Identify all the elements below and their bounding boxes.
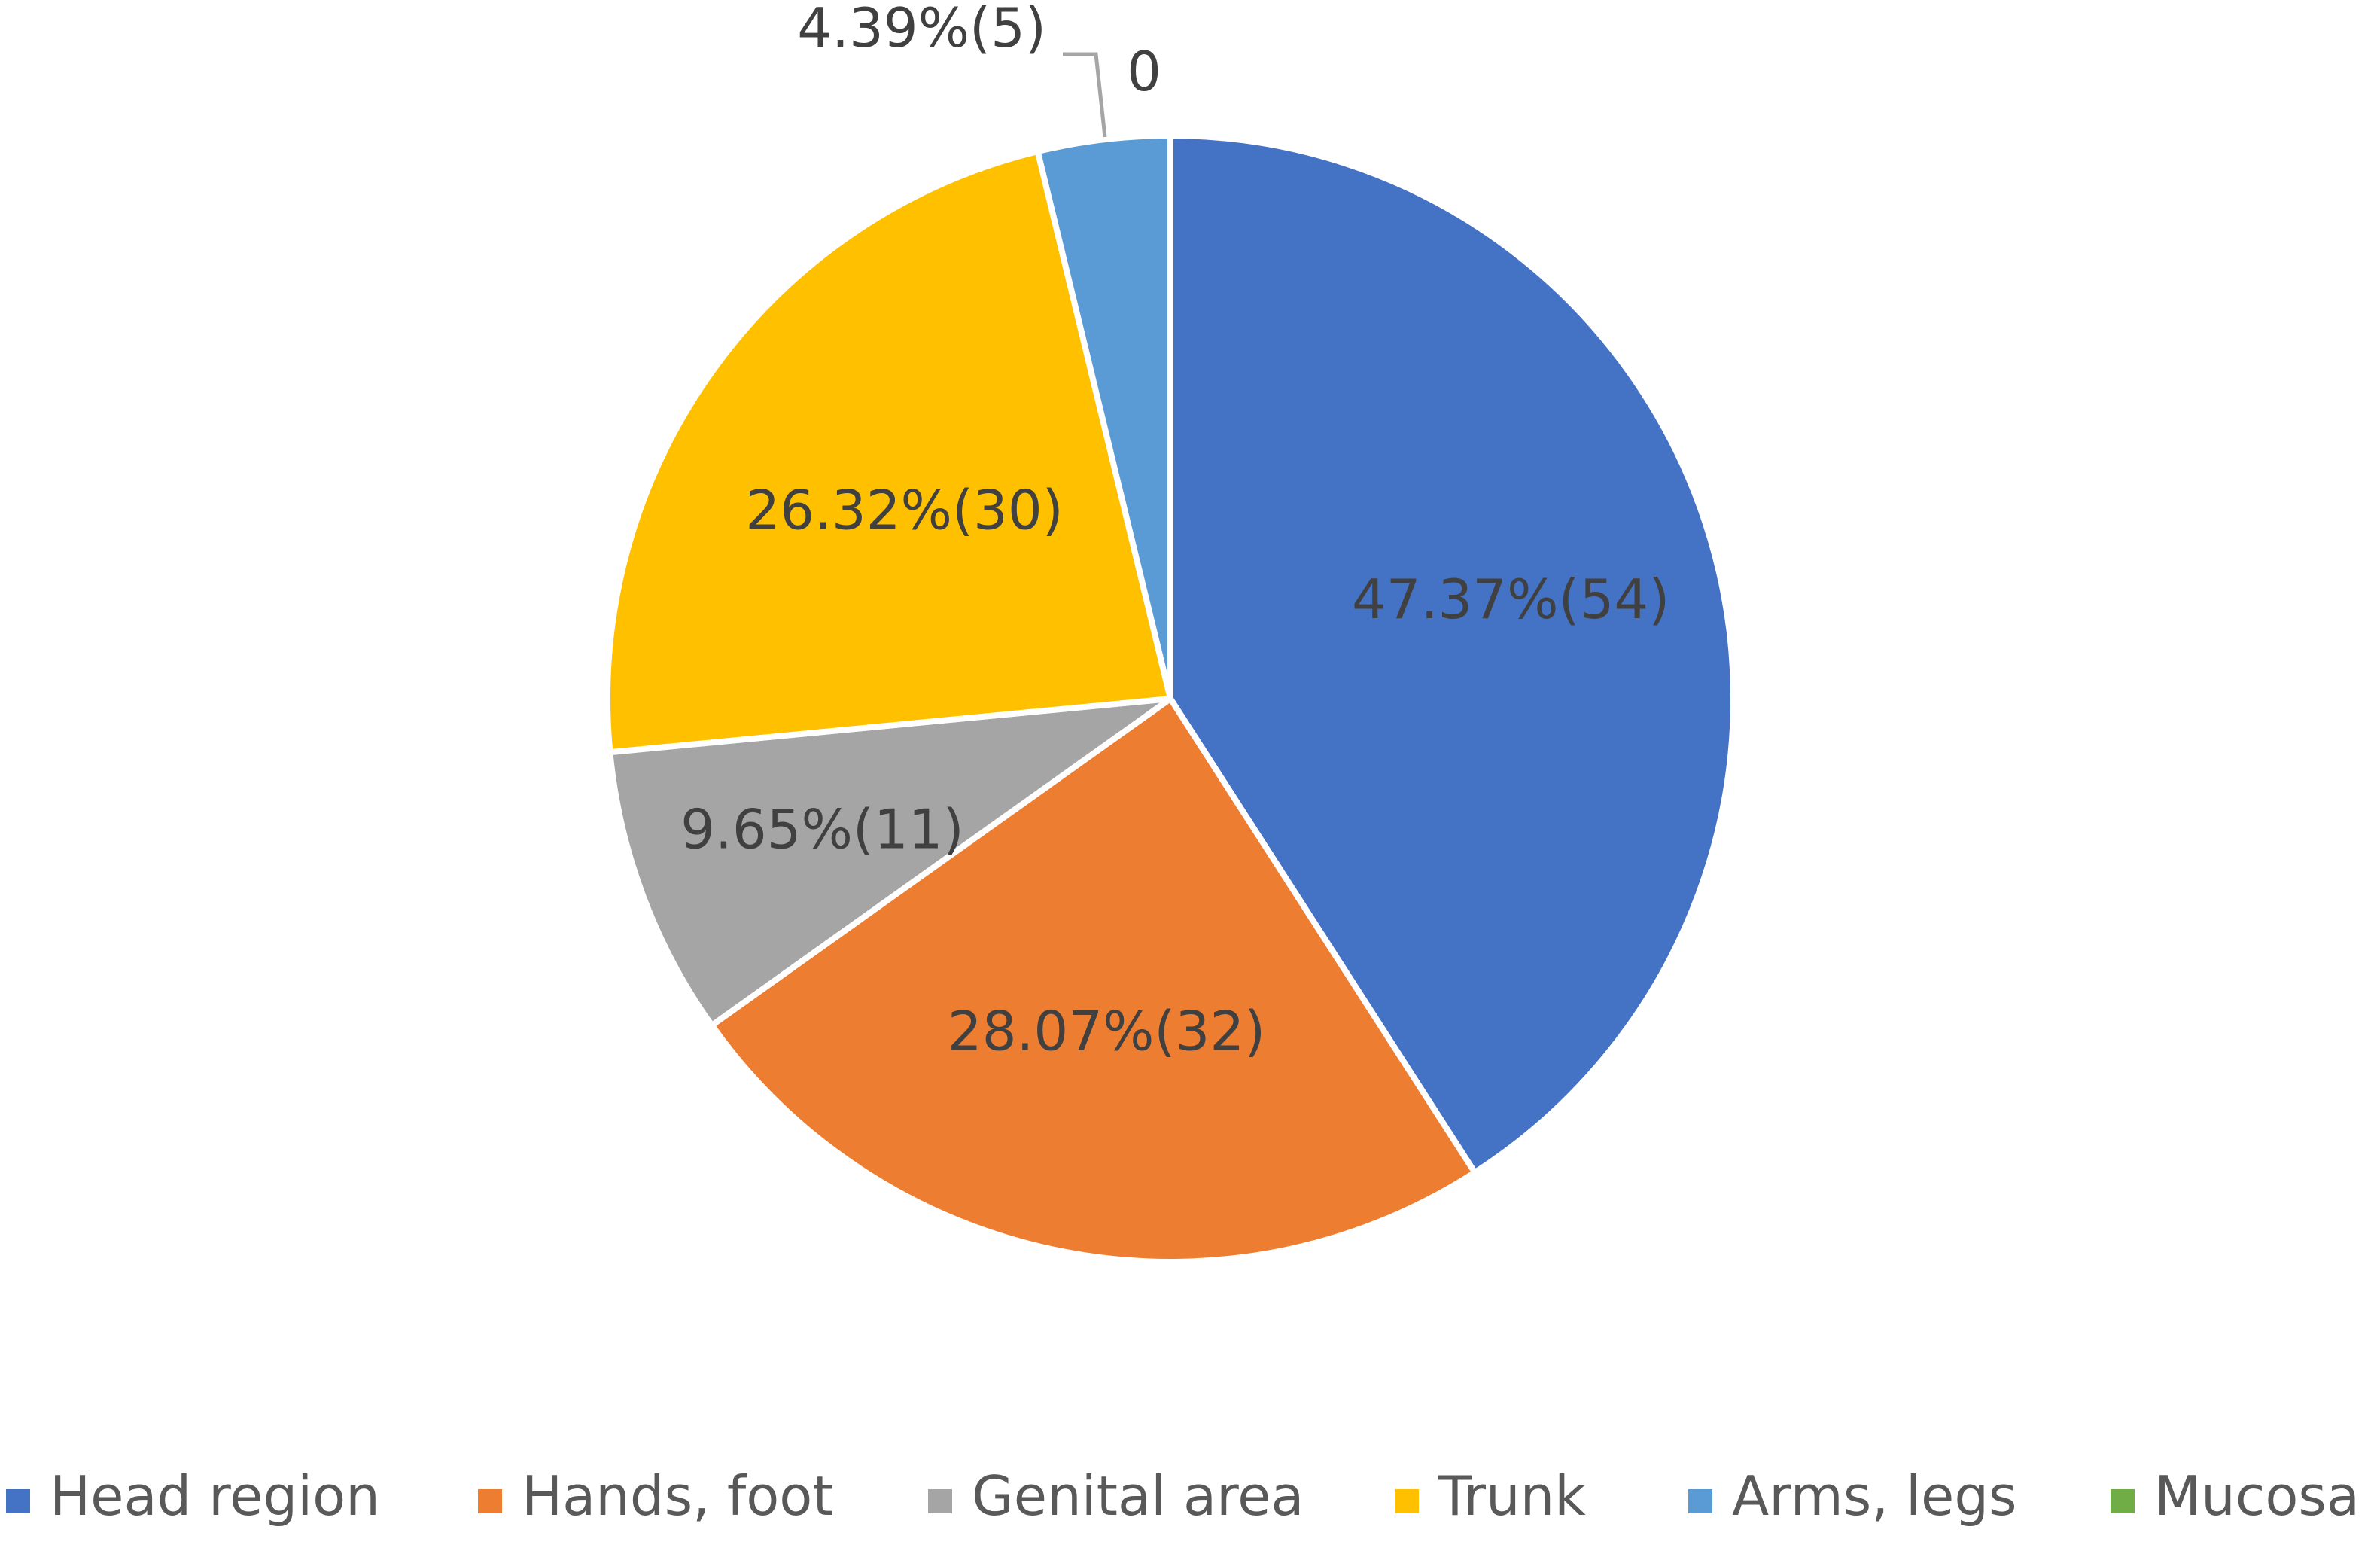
legend-label-arms-legs: Arms, legs bbox=[1732, 1464, 2017, 1528]
data-label-trunk: 26.32%(30) bbox=[745, 478, 1063, 541]
data-label-mucosa: 0 bbox=[1127, 40, 1161, 103]
leader-line-arms-legs bbox=[1063, 52, 1107, 138]
data-label-hands-foot: 28.07%(32) bbox=[948, 1000, 1265, 1063]
legend-label-head-region: Head region bbox=[50, 1464, 380, 1528]
legend-swatch-genital-area bbox=[928, 1489, 952, 1513]
legend-swatch-trunk bbox=[1395, 1489, 1419, 1513]
legend-label-genital-area: Genital area bbox=[972, 1464, 1304, 1528]
data-label-genital-area: 9.65%(11) bbox=[680, 798, 964, 861]
pie-slice-arms-legs bbox=[1034, 133, 1173, 702]
legend-swatch-mucosa bbox=[2111, 1489, 2135, 1513]
legend-label-trunk: Trunk bbox=[1438, 1464, 1586, 1528]
legend-label-mucosa: Mucosa bbox=[2154, 1464, 2360, 1528]
legend-label-hands-foot: Hands, foot bbox=[522, 1464, 834, 1528]
data-label-head-region: 47.37%(54) bbox=[1352, 568, 1669, 631]
data-label-arms-legs: 4.39%(5) bbox=[797, 0, 1046, 59]
legend-swatch-arms-legs bbox=[1688, 1489, 1712, 1513]
pie-slice-trunk bbox=[604, 148, 1173, 756]
legend-swatch-head-region bbox=[6, 1489, 30, 1513]
data-labels: 47.37%(54) 28.07%(32) 9.65%(11) 26.32%(30) 4… bbox=[680, 0, 1669, 1063]
pie-slice-genital-area bbox=[607, 696, 1173, 1028]
pie-slice-hands-foot bbox=[708, 696, 1478, 1265]
pie-slices bbox=[604, 133, 1737, 1265]
legend: Head region Hands, foot Genital area Trunk A… bbox=[6, 1464, 2360, 1528]
legend-swatch-hands-foot bbox=[478, 1489, 502, 1513]
leader-lines bbox=[1063, 52, 1107, 138]
